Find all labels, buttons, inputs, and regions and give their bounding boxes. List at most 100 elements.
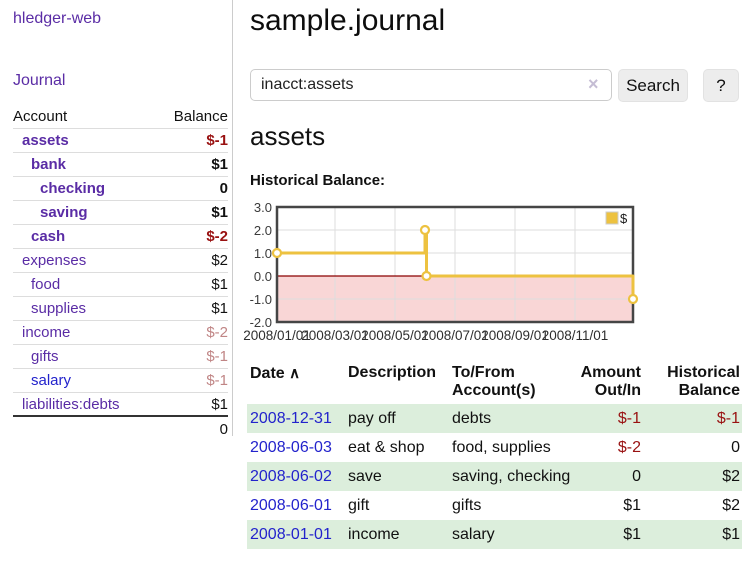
- account-link-checking[interactable]: checking: [40, 180, 106, 197]
- transaction-amount: $-1: [617, 410, 641, 427]
- account-balance: $1: [211, 300, 228, 317]
- svg-text:3.0: 3.0: [254, 200, 272, 215]
- x-axis-labels: 2008/01/01 2008/03/01 2008/05/01 2008/07…: [243, 328, 608, 343]
- svg-text:2.0: 2.0: [254, 223, 272, 238]
- sidebar-item-journal[interactable]: Journal: [13, 72, 66, 89]
- account-link-liabilities-debts[interactable]: liabilities:debts: [22, 395, 120, 413]
- svg-text:2008/05/01: 2008/05/01: [361, 328, 429, 343]
- account-link-supplies[interactable]: supplies: [31, 300, 87, 317]
- accounts-total-row: 0: [13, 416, 228, 440]
- transaction-accounts: salary: [452, 526, 495, 543]
- svg-text:2008/01/01: 2008/01/01: [243, 328, 311, 343]
- transaction-amount: $1: [623, 526, 641, 543]
- transaction-date-link[interactable]: 2008-06-03: [250, 439, 332, 456]
- transaction-accounts: gifts: [452, 497, 482, 514]
- account-balance: $1: [211, 395, 228, 413]
- svg-text:2008/11/01: 2008/11/01: [542, 328, 609, 343]
- transaction-date-link[interactable]: 2008-06-01: [250, 497, 332, 514]
- account-row-saving: saving $1: [13, 200, 228, 224]
- transaction-description: income: [348, 526, 400, 543]
- account-page-title: assets: [250, 121, 326, 151]
- transaction-description: eat & shop: [348, 439, 425, 456]
- account-row-bank: bank $1: [13, 152, 228, 176]
- account-link-income[interactable]: income: [22, 324, 71, 341]
- legend-swatch: [605, 211, 619, 225]
- date-column-header[interactable]: Date ∧: [250, 365, 301, 382]
- accounts-column-header: Account: [13, 107, 68, 125]
- svg-text:-2.0: -2.0: [250, 315, 272, 330]
- account-link-salary[interactable]: salary: [31, 372, 72, 389]
- transaction-accounts: saving, checking: [452, 468, 571, 485]
- svg-text:2008/09/01: 2008/09/01: [481, 328, 549, 343]
- account-link-food[interactable]: food: [31, 276, 61, 293]
- account-row-liabilities-debts: liabilities:debts $1: [13, 392, 228, 416]
- transaction-amount: $1: [623, 497, 641, 514]
- account-balance: $-1: [206, 132, 228, 149]
- account-row-expenses: expenses $2: [13, 248, 228, 272]
- account-row-gifts: gifts $-1: [13, 344, 228, 368]
- account-balance: $-1: [206, 348, 228, 365]
- data-point-markers: [271, 224, 639, 305]
- help-button[interactable]: ?: [703, 69, 739, 102]
- account-row-salary: salary $-1: [13, 368, 228, 392]
- balance-column-header: Historical Balance: [667, 364, 740, 399]
- account-row-food: food $1: [13, 272, 228, 296]
- account-balance: $1: [211, 156, 228, 173]
- y-axis-labels: 3.0 2.0 1.0 0.0 -1.0 -2.0: [250, 200, 272, 330]
- account-row-checking: checking 0: [13, 176, 228, 200]
- balance-column-header: Balance: [173, 107, 228, 125]
- description-column-header: Description: [348, 364, 437, 381]
- transaction-date-link[interactable]: 2008-06-02: [250, 468, 332, 485]
- transaction-amount: 0: [632, 468, 641, 485]
- sort-ascending-icon: ∧: [289, 365, 301, 382]
- transaction-amount: $-2: [617, 439, 641, 456]
- account-balance: $-2: [206, 228, 228, 245]
- transaction-accounts: food, supplies: [452, 439, 551, 456]
- svg-text:0.0: 0.0: [254, 269, 272, 284]
- chart-label: Historical Balance:: [250, 172, 386, 189]
- account-link-saving[interactable]: saving: [40, 204, 88, 221]
- transaction-description: pay off: [348, 410, 396, 427]
- transaction-row: 2008-06-03 eat & shop food, supplies $-2…: [247, 433, 742, 462]
- transaction-balance: 0: [731, 439, 740, 456]
- account-row-cash: cash $-2: [13, 224, 228, 248]
- search-button[interactable]: Search: [618, 69, 688, 102]
- svg-text:2008/03/01: 2008/03/01: [301, 328, 369, 343]
- transaction-date-link[interactable]: 2008-01-01: [250, 526, 332, 543]
- account-balance: $-1: [206, 372, 228, 389]
- transaction-description: gift: [348, 497, 370, 514]
- chart-legend: $: [605, 211, 628, 226]
- clear-search-icon[interactable]: ×: [588, 74, 599, 94]
- transaction-balance: $2: [722, 497, 740, 514]
- account-link-cash[interactable]: cash: [31, 228, 66, 245]
- transaction-balance: $1: [722, 526, 740, 543]
- plot-border: [275, 205, 635, 324]
- search-input[interactable]: [250, 69, 612, 101]
- account-row-supplies: supplies $1: [13, 296, 228, 320]
- account-link-bank[interactable]: bank: [31, 156, 67, 173]
- register-table: Date ∧ Description To/From Account(s) Am…: [247, 360, 742, 549]
- svg-text:1.0: 1.0: [254, 246, 272, 261]
- account-balance: 0: [219, 180, 228, 197]
- account-balance: $-2: [206, 324, 228, 341]
- account-balance: $2: [211, 252, 228, 269]
- accounts-column-header: To/From Account(s): [452, 364, 536, 399]
- account-link-gifts[interactable]: gifts: [31, 348, 59, 365]
- transaction-accounts: debts: [452, 410, 492, 427]
- account-link-assets[interactable]: assets: [22, 132, 69, 149]
- amount-column-header: Amount Out/In: [580, 364, 641, 399]
- search-form: × Search ?: [250, 69, 742, 102]
- account-row-income: income $-2: [13, 320, 228, 344]
- transaction-row: 2008-01-01 income salary $1 $1: [247, 520, 742, 549]
- account-link-expenses[interactable]: expenses: [22, 252, 87, 269]
- accounts-total-value: 0: [219, 420, 228, 438]
- transaction-balance: $-1: [716, 410, 740, 427]
- historical-balance-chart: $ 3.0 2.0 1.0 0.0 -1.0 -2.0 2008/01/01 2…: [243, 200, 660, 349]
- account-balance: $1: [211, 204, 228, 221]
- sidebar: hledger-web Journal Account Balance asse…: [0, 0, 233, 438]
- app-title-link[interactable]: hledger-web: [13, 10, 102, 27]
- accounts-balance-table: Account Balance assets $-1 bank $1 check…: [13, 104, 228, 440]
- svg-text:2008/07/01: 2008/07/01: [421, 328, 489, 343]
- transaction-date-link[interactable]: 2008-12-31: [250, 410, 332, 427]
- account-balance: $1: [211, 276, 228, 293]
